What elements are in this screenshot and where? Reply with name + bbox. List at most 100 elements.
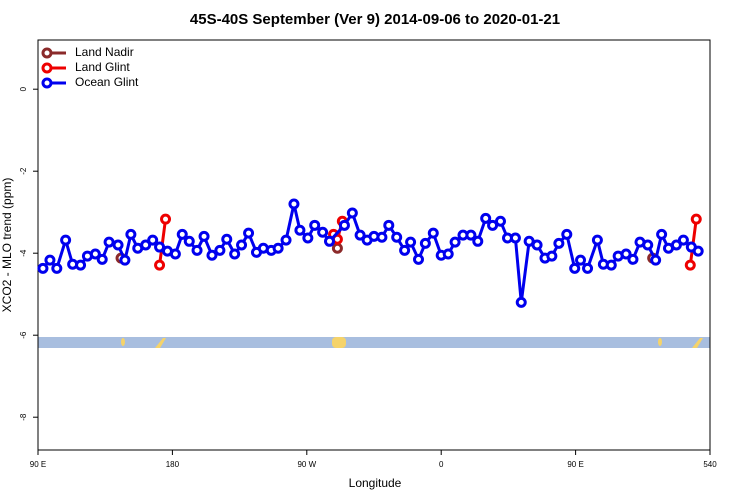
point bbox=[399, 244, 411, 256]
point bbox=[89, 248, 101, 260]
point bbox=[288, 198, 300, 210]
point bbox=[684, 259, 696, 271]
legend-marker bbox=[41, 62, 53, 74]
land-strip bbox=[155, 338, 166, 348]
point bbox=[465, 229, 477, 241]
point bbox=[323, 235, 335, 247]
point bbox=[331, 242, 343, 254]
point bbox=[346, 207, 358, 219]
x-tick-label: 90 W bbox=[297, 460, 316, 469]
point bbox=[692, 245, 704, 257]
y-tick-label: -6 bbox=[19, 331, 28, 339]
series-line bbox=[41, 203, 699, 303]
point bbox=[236, 239, 248, 251]
point bbox=[569, 262, 581, 274]
point bbox=[272, 242, 284, 254]
y-tick-label: 0 bbox=[19, 86, 28, 91]
point bbox=[656, 228, 668, 240]
point bbox=[280, 234, 292, 246]
y-tick-label: -2 bbox=[19, 167, 28, 175]
point bbox=[214, 244, 226, 256]
point bbox=[103, 236, 115, 248]
legend-label: Land Glint bbox=[75, 60, 130, 74]
point bbox=[229, 248, 241, 260]
legend-label: Ocean Glint bbox=[75, 75, 139, 89]
point bbox=[191, 244, 203, 256]
point bbox=[51, 262, 63, 274]
point bbox=[96, 253, 108, 265]
point bbox=[125, 228, 137, 240]
point bbox=[582, 262, 594, 274]
point bbox=[642, 239, 654, 251]
point bbox=[112, 239, 124, 251]
point bbox=[338, 219, 350, 231]
point bbox=[140, 239, 152, 251]
point bbox=[119, 254, 131, 266]
point bbox=[198, 230, 210, 242]
legend-label: Land Nadir bbox=[75, 45, 134, 59]
point bbox=[405, 236, 417, 248]
point bbox=[472, 235, 484, 247]
land-strip bbox=[332, 337, 346, 348]
y-axis-label: XCO2 - MLO trend (ppm) bbox=[0, 178, 14, 313]
point bbox=[449, 236, 461, 248]
x-tick-label: 180 bbox=[166, 460, 180, 469]
point bbox=[561, 228, 573, 240]
point bbox=[169, 248, 181, 260]
land-strip bbox=[121, 338, 125, 346]
point bbox=[221, 233, 233, 245]
plot-frame bbox=[37, 39, 711, 451]
map-strip bbox=[38, 337, 710, 348]
point bbox=[354, 229, 366, 241]
point bbox=[147, 234, 159, 246]
point bbox=[620, 248, 632, 260]
land-strip bbox=[658, 338, 662, 346]
point bbox=[690, 213, 702, 225]
point bbox=[494, 215, 506, 227]
x-tick-label: 90 E bbox=[30, 460, 46, 469]
point bbox=[383, 219, 395, 231]
point bbox=[37, 262, 49, 274]
point bbox=[419, 237, 431, 249]
y-tick-label: -8 bbox=[19, 413, 28, 421]
point bbox=[60, 234, 72, 246]
point bbox=[650, 254, 662, 266]
point bbox=[515, 296, 527, 308]
point bbox=[487, 219, 499, 231]
legend-marker bbox=[41, 77, 53, 89]
point bbox=[302, 232, 314, 244]
point bbox=[154, 259, 166, 271]
point bbox=[670, 239, 682, 251]
x-tick-label: 0 bbox=[439, 460, 444, 469]
point bbox=[627, 253, 639, 265]
point bbox=[591, 234, 603, 246]
y-tick-label: -4 bbox=[19, 249, 28, 257]
point bbox=[427, 227, 439, 239]
point bbox=[413, 253, 425, 265]
point bbox=[44, 254, 56, 266]
point bbox=[553, 237, 565, 249]
x-tick-label: 90 E bbox=[567, 460, 583, 469]
point bbox=[677, 234, 689, 246]
chart-title: 45S-40S September (Ver 9) 2014-09-06 to … bbox=[190, 11, 560, 28]
land-strip bbox=[692, 338, 703, 348]
point bbox=[442, 248, 454, 260]
x-axis-label: Longitude bbox=[349, 476, 402, 490]
point bbox=[575, 254, 587, 266]
point bbox=[376, 231, 388, 243]
legend-marker bbox=[41, 47, 53, 59]
point bbox=[75, 259, 87, 271]
point bbox=[605, 259, 617, 271]
point bbox=[546, 250, 558, 262]
point bbox=[531, 239, 543, 251]
point bbox=[160, 213, 172, 225]
point bbox=[183, 235, 195, 247]
x-tick-label: 540 bbox=[703, 460, 717, 469]
point bbox=[317, 226, 329, 238]
point bbox=[391, 231, 403, 243]
point bbox=[243, 227, 255, 239]
point bbox=[176, 228, 188, 240]
point bbox=[206, 249, 218, 261]
point bbox=[480, 212, 492, 224]
